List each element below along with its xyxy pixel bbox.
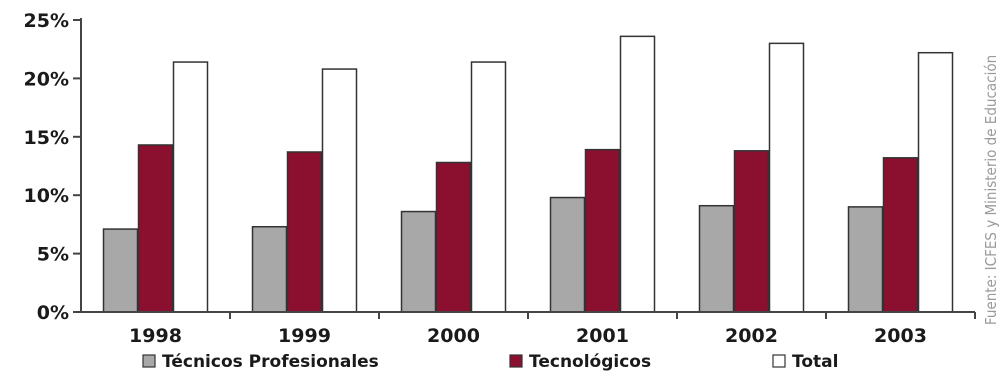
x-tick-label: 2000	[427, 325, 480, 347]
legend-swatch	[142, 354, 156, 368]
source-note: Fuente: ICFES y Ministerio de Educación	[982, 55, 1000, 325]
y-axis: 0% 5% 10% 15% 20% 25%	[24, 10, 82, 324]
x-axis: 1998 1999 2000 2001 2002 2003	[81, 311, 976, 347]
legend-label: Total	[792, 352, 838, 372]
bar-total-2003	[917, 51, 954, 313]
x-tick-label: 1999	[278, 325, 331, 347]
bar-total-2000	[470, 61, 507, 313]
x-tick-label: 2002	[725, 325, 778, 347]
x-tick-label: 1998	[129, 325, 182, 347]
legend-label: Tecnológicos	[529, 352, 651, 372]
bar-total-2002	[768, 42, 805, 313]
x-tick-label: 2001	[576, 325, 629, 347]
bars	[102, 35, 954, 313]
bar-t-cnicos-profesionales-2000	[400, 210, 437, 313]
bar-total-2001	[619, 35, 656, 313]
y-tick-label: 15%	[24, 127, 69, 149]
y-tick-label: 10%	[24, 185, 69, 207]
y-tick-label: 25%	[24, 10, 69, 32]
y-tick-label: 20%	[24, 68, 69, 90]
bar-total-1998	[172, 61, 209, 313]
bar-tecnol-gicos-1999	[286, 151, 323, 313]
bar-t-cnicos-profesionales-1998	[102, 228, 139, 313]
legend-swatch	[509, 354, 523, 368]
bar-t-cnicos-profesionales-2003	[847, 206, 884, 313]
bar-tecnol-gicos-1998	[137, 144, 174, 313]
bar-tecnol-gicos-2001	[584, 148, 621, 313]
bar-tecnol-gicos-2003	[882, 157, 919, 313]
y-tick-label: 0%	[37, 302, 69, 324]
bar-tecnol-gicos-2002	[733, 150, 770, 313]
bar-t-cnicos-profesionales-2001	[549, 196, 586, 313]
bar-t-cnicos-profesionales-2002	[698, 204, 735, 313]
bar-t-cnicos-profesionales-1999	[251, 225, 288, 313]
bar-tecnol-gicos-2000	[435, 161, 472, 313]
y-tick-label: 5%	[37, 244, 69, 266]
legend: Técnicos Profesionales Tecnológicos Total	[142, 352, 838, 372]
legend-label: Técnicos Profesionales	[162, 352, 379, 372]
bar-total-1999	[321, 68, 358, 313]
x-tick-label: 2003	[874, 325, 927, 347]
legend-swatch	[772, 354, 786, 368]
